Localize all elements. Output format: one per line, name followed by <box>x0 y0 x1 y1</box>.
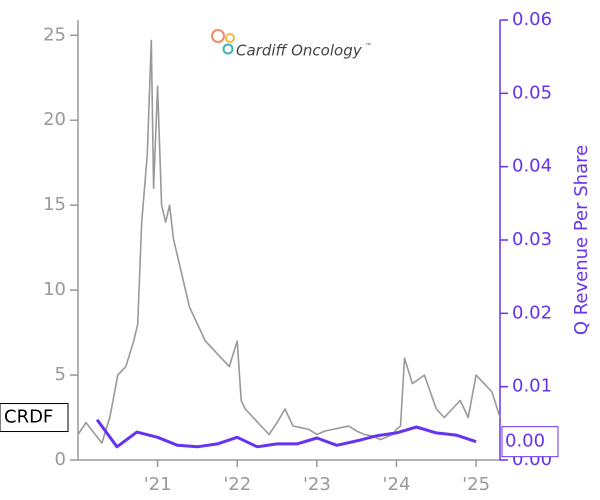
series-line <box>77 39 501 444</box>
y-tick-label: 0 <box>55 449 66 470</box>
logo: Cardiff Oncology ™ <box>211 29 372 60</box>
logo-icon <box>211 29 225 43</box>
logo-icon <box>225 33 235 43</box>
logo-icon <box>222 43 234 55</box>
series-label-box <box>0 403 69 433</box>
y2-tick-label: 0.06 <box>512 9 552 30</box>
y2-tick-label: 0.05 <box>512 82 552 103</box>
logo-text: Cardiff Oncology <box>236 42 363 60</box>
x-tick-label: '22 <box>223 474 251 495</box>
y2-tick-label: 0.04 <box>512 156 552 177</box>
y2-tick-label: 0.01 <box>512 376 552 397</box>
value-label-box <box>501 426 559 458</box>
series-line <box>95 418 477 449</box>
y2-axis-label: Q Revenue Per Share <box>571 145 592 335</box>
y-tick-label: 5 <box>55 364 66 385</box>
x-tick-label: '24 <box>383 474 411 495</box>
y-tick-label: 10 <box>43 279 66 300</box>
y-tick-label: 25 <box>43 24 66 45</box>
y-tick-label: 20 <box>43 109 66 130</box>
x-tick-label: '25 <box>462 474 490 495</box>
value-label: 0.00 <box>505 431 545 452</box>
series-label: CRDF <box>4 407 53 428</box>
x-tick-label: '21 <box>144 474 172 495</box>
y2-tick-label: 0.02 <box>512 302 552 323</box>
y2-tick-label: 0.03 <box>512 229 552 250</box>
x-tick-label: '23 <box>303 474 331 495</box>
y-tick-label: 15 <box>43 194 66 215</box>
logo-mark: ™ <box>365 42 372 50</box>
